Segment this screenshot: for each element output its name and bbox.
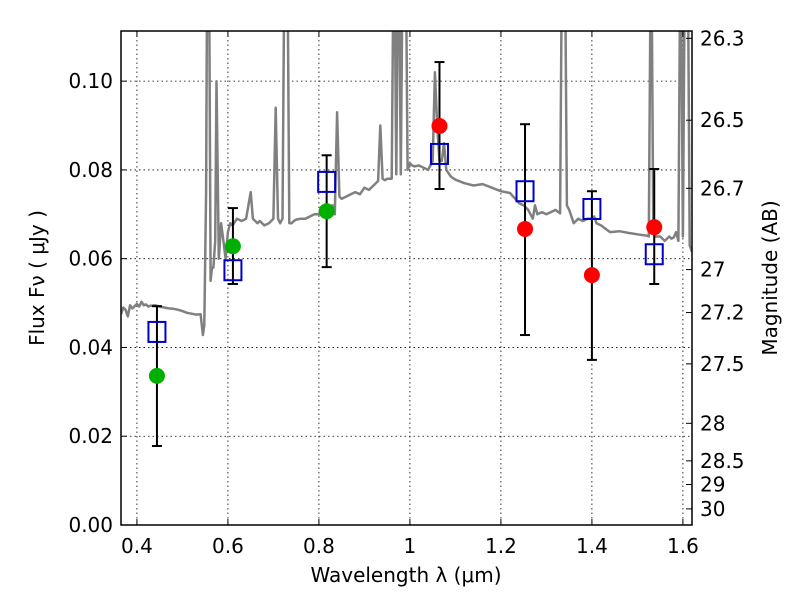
magnitude-axis-label-text: Magnitude (AB) [758, 200, 782, 355]
magnitude-tick-label: 26.5 [700, 108, 745, 132]
observed-point-red [583, 267, 600, 284]
model-photometry-square [317, 170, 337, 193]
magnitude-tick-label: 30 [700, 497, 725, 521]
magnitude-tick-label: 26.3 [700, 26, 745, 50]
y-axis-label-text: Flux Fν ( μJy ) [25, 210, 49, 346]
y-tick-label: 0.06 [68, 247, 113, 271]
x-tick-label: 0.4 [121, 534, 153, 558]
y-tick-label: 0.00 [68, 513, 113, 537]
magnitude-tick-label: 27.5 [700, 352, 745, 376]
x-axis-label: Wavelength λ (μm) [310, 563, 501, 587]
x-tick-label: 0.6 [212, 534, 244, 558]
y-axis: 0.00 0.02 0.04 0.06 0.08 0.10 [68, 69, 127, 537]
y-axis-label: Flux Fν ( μJy ) [25, 210, 49, 346]
y-tick-label: 0.10 [68, 69, 113, 93]
model-photometry-square [644, 243, 664, 266]
observed-point-green [224, 238, 241, 255]
model-photometry-square [147, 320, 167, 343]
errorbar-layer [151, 61, 660, 447]
marker-layer [147, 117, 664, 384]
x-tick-label: 0.8 [303, 534, 335, 558]
x-tick-label: 1.4 [576, 534, 608, 558]
magnitude-tick-label: 28.5 [700, 449, 745, 473]
x-tick-label: 1 [404, 534, 417, 558]
x-axis-label-text: Wavelength λ (μm) [310, 563, 501, 587]
x-tick-label: 1.6 [667, 534, 699, 558]
spectrum-line [121, 31, 692, 337]
model-photometry-square [515, 180, 535, 203]
observed-point-green [318, 203, 335, 220]
magnitude-tick-label: 27 [700, 258, 725, 282]
magnitude-tick-label: 26.7 [700, 176, 745, 200]
spectrum-layer [121, 31, 692, 337]
magnitude-tick-label: 28 [700, 411, 725, 435]
model-photometry-square [429, 142, 449, 165]
observed-point-red [431, 117, 448, 134]
y-tick-label: 0.08 [68, 158, 113, 182]
y-tick-label: 0.02 [68, 424, 113, 448]
observed-point-green [148, 367, 165, 384]
model-photometry-square [582, 197, 602, 220]
magnitude-axis-label: Magnitude (AB) [758, 200, 782, 355]
observed-point-red [646, 219, 663, 236]
x-axis: 0.4 0.6 0.8 1 1.2 1.4 1.6 [121, 31, 699, 558]
plot-frame [120, 30, 693, 526]
model-photometry-square [223, 259, 243, 282]
y-tick-label: 0.04 [68, 335, 113, 359]
x-tick-label: 1.2 [485, 534, 517, 558]
magnitude-tick-label: 27.2 [700, 301, 745, 325]
observed-point-red [517, 220, 534, 237]
magnitude-tick-label: 29 [700, 473, 725, 497]
